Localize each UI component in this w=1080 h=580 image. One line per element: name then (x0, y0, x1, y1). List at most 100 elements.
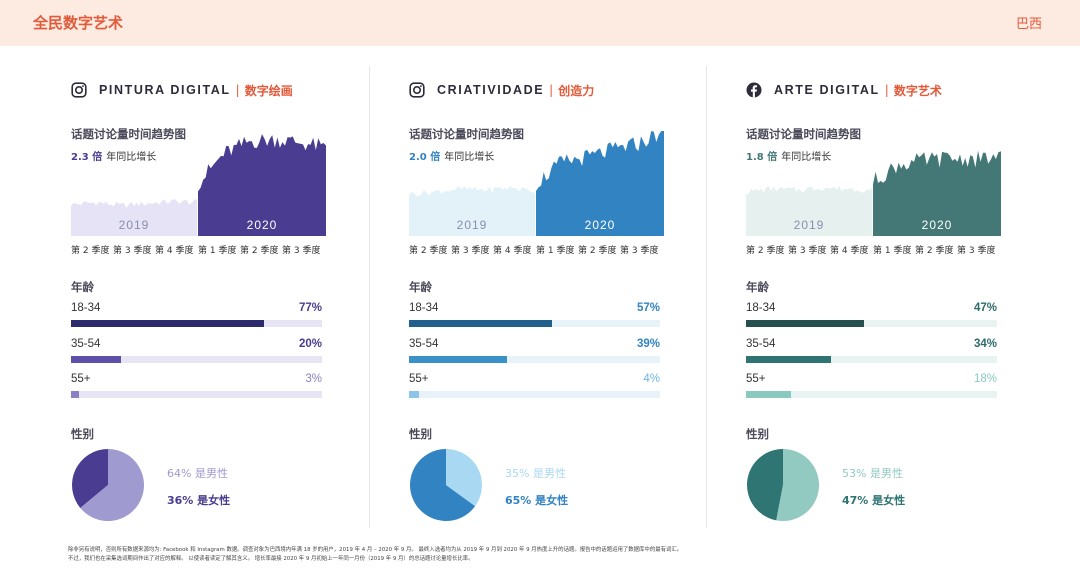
age-bar-fill (746, 391, 792, 398)
age-section-title: 年龄 (746, 280, 769, 294)
gender-pie-chart (409, 449, 482, 521)
pie-slice-male (80, 449, 144, 521)
area-2020 (873, 150, 1001, 236)
trend-chart-title: 话题讨论量时间趋势图 (409, 127, 524, 141)
female-share-label: 65% 是女性 (505, 494, 569, 507)
age-bar-track (746, 356, 997, 363)
quarter-tick-label: 第 1 季度 (536, 246, 575, 256)
year-label-2020: 2020 (585, 218, 616, 232)
age-group-label: 18-34 (746, 302, 776, 314)
age-group-percent: 57% (636, 302, 660, 314)
title-separator: | (549, 83, 554, 97)
quarter-tick-label: 第 2 季度 (240, 246, 279, 256)
trend-area-chart: 2019 2020 (71, 134, 326, 236)
year-label-2020: 2020 (922, 218, 953, 232)
topic-title-cn: 数字艺术 (893, 83, 942, 98)
age-bar-track (746, 391, 997, 398)
title-separator: | (235, 83, 240, 97)
area-2019 (409, 185, 535, 236)
platform-column: PINTURA DIGITAL | 数字绘画 话题讨论量时间趋势图 2.3 倍年同比增长… (71, 66, 361, 536)
age-group-label: 35-54 (746, 338, 776, 350)
quarter-tick-label: 第 2 季度 (409, 246, 448, 256)
age-bar-track (71, 320, 322, 327)
topic-title-pt: CRIATIVIDADE (437, 83, 545, 97)
age-section-title: 年龄 (409, 280, 432, 294)
quarter-tick-label: 第 2 季度 (746, 246, 785, 256)
age-bar-fill (71, 356, 122, 363)
top-banner: 全民数字艺术 巴西 (0, 0, 1080, 46)
age-bar-track (409, 320, 660, 327)
page-title: 全民数字艺术 (33, 14, 124, 32)
age-bar-fill (409, 356, 507, 363)
quarter-tick-label: 第 3 季度 (451, 246, 490, 256)
gender-section-title: 性别 (746, 427, 769, 441)
growth-label: 年同比增长 (106, 152, 157, 163)
age-bar-track (409, 391, 660, 398)
footnote-line-1: 除非另有说明，否则所有数据来源均为: Facebook 和 Instagram … (68, 547, 683, 553)
age-bar-fill (746, 356, 832, 363)
year-label-2019: 2019 (794, 218, 825, 232)
quarter-tick-label: 第 4 季度 (155, 246, 194, 256)
year-label-2020: 2020 (247, 218, 278, 232)
growth-stat: 1.8 倍年同比增长 (746, 148, 831, 163)
age-bar-fill (71, 391, 79, 398)
year-label-2019: 2019 (457, 218, 488, 232)
age-group-label: 55+ (746, 373, 766, 385)
age-section-title: 年龄 (71, 280, 94, 294)
quarter-tick-label: 第 3 季度 (282, 246, 321, 256)
female-share-label: 36% 是女性 (167, 494, 231, 507)
title-separator: | (884, 83, 889, 97)
column-header: ARTE DIGITAL | 数字艺术 (746, 80, 942, 100)
age-bar-track (71, 356, 322, 363)
trend-chart-title: 话题讨论量时间趋势图 (71, 127, 186, 141)
growth-stat: 2.0 倍年同比增长 (409, 148, 494, 163)
age-group-label: 55+ (71, 373, 91, 385)
quarter-tick-label: 第 3 季度 (957, 246, 996, 256)
footnote-line-2: 不过，我们也在采集选词期间作出了对应的解释。 以使读者读定了解其含义。 增长率最… (68, 556, 474, 562)
male-share-label: 64% 是男性 (167, 467, 228, 480)
gender-pie-chart (747, 449, 820, 521)
gender-pie-chart (71, 449, 144, 521)
column-divider (369, 66, 370, 528)
column-header: PINTURA DIGITAL | 数字绘画 (71, 80, 293, 100)
column-header: CRIATIVIDADE | 创造力 (409, 80, 594, 100)
area-2019 (71, 199, 197, 236)
female-share-label: 47% 是女性 (842, 494, 906, 507)
growth-label: 年同比增长 (444, 152, 495, 163)
age-group-label: 55+ (409, 373, 429, 385)
quarter-tick-label: 第 2 季度 (915, 246, 954, 256)
gender-section-title: 性别 (409, 427, 432, 441)
growth-value: 2.0 倍 (409, 152, 441, 163)
gender-section-title: 性别 (71, 427, 94, 441)
topic-title-cn: 创造力 (558, 83, 595, 98)
quarter-tick-label: 第 3 季度 (113, 246, 152, 256)
year-label-2019: 2019 (119, 218, 150, 232)
column-divider (706, 66, 707, 528)
age-group-percent: 4% (643, 373, 660, 385)
area-2019 (746, 185, 872, 236)
quarter-tick-label: 第 1 季度 (873, 246, 912, 256)
pie-slice-female (747, 449, 783, 521)
pie-slice-male (446, 449, 482, 507)
age-group-label: 18-34 (409, 302, 439, 314)
topic-title-cn: 数字绘画 (244, 83, 293, 98)
area-2020 (536, 131, 664, 236)
age-bar-fill (409, 320, 553, 327)
platform-column: CRIATIVIDADE | 创造力话题讨论量时间趋势图 2.0 倍年同比增长 2019… (409, 66, 699, 536)
quarter-tick-label: 第 3 季度 (620, 246, 659, 256)
quarter-tick-label: 第 2 季度 (71, 246, 110, 256)
age-group-label: 35-54 (71, 338, 101, 350)
topic-title-pt: ARTE DIGITAL (774, 83, 880, 97)
instagram-icon (71, 82, 87, 98)
age-group-percent: 34% (973, 338, 997, 350)
age-bar-track (71, 391, 322, 398)
trend-chart-title: 话题讨论量时间趋势图 (746, 127, 861, 141)
pie-slice-female (71, 449, 108, 508)
age-group-label: 35-54 (409, 338, 439, 350)
age-group-percent: 18% (973, 373, 997, 385)
age-bar-fill (746, 320, 864, 327)
age-bar-track (746, 320, 997, 327)
area-2020 (198, 134, 326, 236)
age-group-percent: 39% (636, 338, 660, 350)
trend-area-chart: 2019 2020 (746, 150, 1001, 236)
